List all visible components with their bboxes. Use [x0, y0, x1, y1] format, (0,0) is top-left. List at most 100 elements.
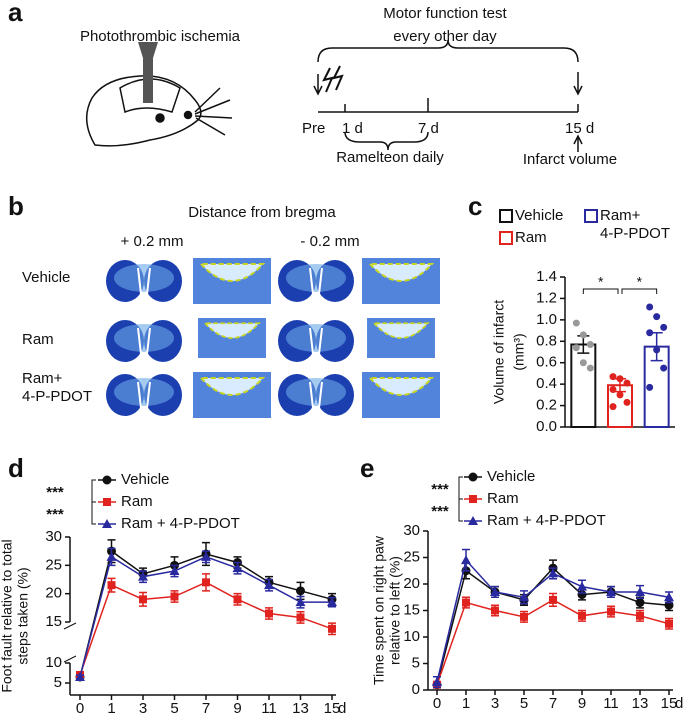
y-tick-label: 1.0: [536, 311, 557, 328]
y-tick-label: 15: [403, 601, 420, 618]
x-tick-label: 5: [520, 695, 528, 712]
series-line: [436, 567, 670, 685]
timeline-treatment: Ramelteon daily: [336, 149, 444, 166]
data-point: [623, 379, 631, 387]
data-point: [462, 598, 470, 607]
x-axis-unit: d: [675, 695, 683, 712]
x-tick-label: 11: [603, 695, 619, 712]
data-point: [549, 595, 557, 604]
significance-label: *: [598, 274, 604, 290]
sections-title: Distance from bregma: [188, 204, 336, 221]
data-point: [170, 592, 179, 601]
data-point: [616, 391, 624, 399]
data-point: [635, 586, 645, 596]
legend-swatch: [584, 209, 598, 223]
axis-break: [63, 655, 77, 663]
data-point: [586, 341, 594, 348]
data-point: [265, 609, 273, 618]
y-tick-label: 30: [403, 522, 420, 539]
x-axis-unit: d: [338, 700, 346, 717]
data-point: [616, 375, 624, 383]
y-tick-label: 10: [403, 628, 420, 645]
column-label: + 0.2 mm: [121, 233, 184, 250]
data-point: [201, 551, 211, 561]
significance-bracket: [458, 476, 463, 500]
y-axis-label: Foot fault relative to total: [0, 539, 15, 692]
panel-label: b: [8, 191, 24, 221]
x-tick-label: 0: [76, 700, 84, 717]
y-tick-label: 20: [45, 585, 62, 602]
significance-label: ***: [46, 506, 64, 523]
mouse-sketch: [86, 42, 233, 147]
data-point: [106, 551, 117, 561]
x-tick-label: 1: [107, 700, 115, 717]
legend-marker: [102, 519, 112, 528]
x-tick-label: 1: [462, 695, 470, 712]
series-line: [436, 599, 670, 685]
significance-bracket: [582, 288, 619, 294]
legend-marker: [468, 516, 478, 525]
data-point: [491, 606, 499, 615]
legend-marker: [102, 475, 112, 485]
y-axis-label: Volume of infarct: [491, 300, 507, 404]
data-point: [169, 566, 180, 575]
x-tick-label: 15: [324, 700, 341, 717]
data-point: [107, 581, 116, 590]
significance-bracket: [91, 479, 96, 503]
data-point: [328, 624, 336, 633]
legend-swatch: [499, 209, 513, 223]
legend-label: Vehicle: [515, 207, 564, 224]
data-point: [646, 383, 654, 391]
timeline-test: Motor function test: [383, 5, 507, 22]
y-tick-label: 10: [45, 654, 62, 671]
data-point: [607, 607, 615, 616]
y-tick-label: 15: [45, 613, 62, 630]
data-point: [636, 611, 644, 620]
data-point: [646, 329, 654, 337]
y-tick-label: 20: [403, 575, 420, 592]
x-tick-label: 7: [202, 700, 210, 717]
x-tick-label: 13: [632, 695, 649, 712]
x-tick-label: 7: [549, 695, 557, 712]
column-label: - 0.2 mm: [300, 233, 359, 250]
legend-label: Ram + 4-P-PDOT: [121, 515, 240, 532]
y-tick-label: 1.2: [536, 289, 557, 306]
x-tick-label: 5: [170, 700, 178, 717]
y-tick-label: 0.8: [536, 332, 557, 349]
y-axis-label: Time spent on right paw: [371, 535, 387, 685]
data-point: [579, 359, 587, 367]
data-point: [296, 613, 305, 622]
data-point: [233, 595, 242, 604]
y-tick-label: 25: [403, 548, 420, 565]
timeline-point: 7 d: [418, 120, 439, 137]
timeline-test: every other day: [393, 28, 497, 45]
y-axis-label: relative to left (%): [387, 556, 403, 665]
timeline-title: Photothrombic ischemia: [80, 28, 241, 45]
row-label: Ram: [22, 331, 54, 348]
data-point: [660, 323, 668, 331]
data-point: [579, 331, 587, 339]
data-point: [520, 612, 528, 621]
y-tick-label: 5: [54, 674, 62, 691]
data-point: [295, 597, 306, 607]
data-point: [264, 580, 274, 590]
data-point: [635, 598, 645, 608]
data-point: [75, 672, 85, 681]
significance-label: ***: [431, 503, 449, 520]
data-point: [296, 586, 305, 596]
significance-bracket: [621, 288, 658, 294]
timeline-endpoint: Infarct volume: [523, 151, 617, 168]
legend-label: Ram + 4-P-PDOT: [487, 512, 606, 529]
data-point: [461, 555, 471, 565]
y-tick-label: 0.2: [536, 397, 557, 414]
timeline-point: 1 d: [342, 120, 363, 137]
x-tick-label: 9: [233, 700, 241, 717]
legend-marker: [468, 472, 478, 482]
series-line: [79, 581, 333, 676]
y-tick-label: 0.4: [536, 375, 557, 392]
legend-label: Ram: [121, 493, 153, 510]
data-point: [609, 386, 617, 393]
y-tick-label: 0: [412, 681, 420, 698]
